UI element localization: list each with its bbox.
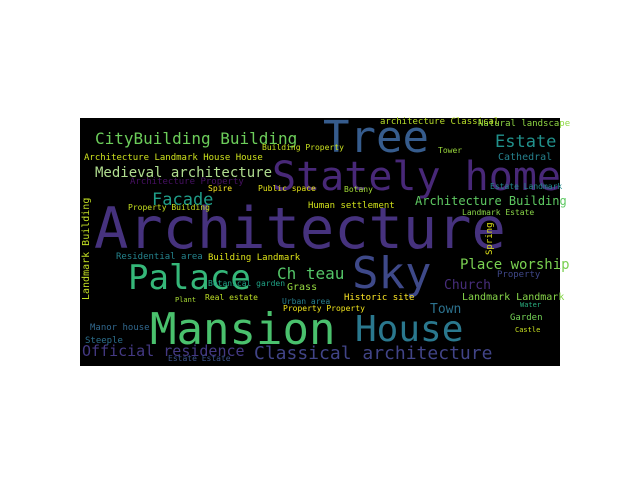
word: Architecture Landmark House House <box>84 153 263 163</box>
word: Stately home <box>272 154 561 200</box>
word: Medieval architecture <box>95 165 272 181</box>
word: Garden <box>510 313 543 323</box>
word: Tower <box>438 146 462 155</box>
word: Classical architecture <box>254 343 492 364</box>
word: Botanical garden <box>208 279 285 288</box>
word: Grass <box>287 282 317 293</box>
word: Palace <box>128 258 251 298</box>
word: Building Landmark <box>208 253 301 263</box>
cloud-background <box>80 118 560 366</box>
word: Property Building <box>128 203 210 212</box>
word: Architecture Building <box>415 194 567 208</box>
word: Property <box>497 270 541 280</box>
word: Ch teau <box>277 264 344 283</box>
word: Mansion <box>150 304 335 355</box>
word: Place worship <box>460 257 570 273</box>
word: Steeple <box>85 336 123 346</box>
word: Public space <box>258 184 316 193</box>
word: Botany <box>344 185 373 194</box>
word: Estate Estate <box>168 354 231 363</box>
word: Town <box>430 302 461 317</box>
word: Natural landscape <box>478 119 570 129</box>
word: Landmark Building <box>81 198 92 300</box>
word: Estate Landmark <box>490 182 562 191</box>
word: Plant <box>175 296 196 304</box>
word: Estate <box>495 132 556 152</box>
word: Castle <box>515 326 540 334</box>
word: Sky <box>352 248 431 299</box>
word: Manor house <box>90 323 150 333</box>
word: Urban area <box>282 297 330 306</box>
word: Cathedral <box>498 152 552 163</box>
word: Water <box>520 301 541 309</box>
word: Real estate <box>205 293 258 302</box>
word: CityBuilding Building <box>95 129 297 148</box>
word: Human settlement <box>308 201 395 211</box>
word: Historic site <box>344 293 414 303</box>
word: Spire <box>208 184 232 193</box>
word: House <box>355 309 463 350</box>
word: Facade <box>152 190 213 210</box>
word: Property Property <box>283 304 365 313</box>
word: Landmark Landmark <box>462 292 564 303</box>
word: Church <box>444 278 491 293</box>
word: Official residence <box>82 342 245 360</box>
word: Residential area <box>116 252 203 262</box>
word: Building Property <box>262 143 344 152</box>
word: architecture Classical <box>380 117 499 127</box>
word: Landmark Estate <box>462 208 534 217</box>
word: Tree <box>323 112 429 163</box>
word: Architecture Property <box>130 177 244 187</box>
word: Spring <box>485 222 495 255</box>
word: Architecture <box>94 196 506 262</box>
